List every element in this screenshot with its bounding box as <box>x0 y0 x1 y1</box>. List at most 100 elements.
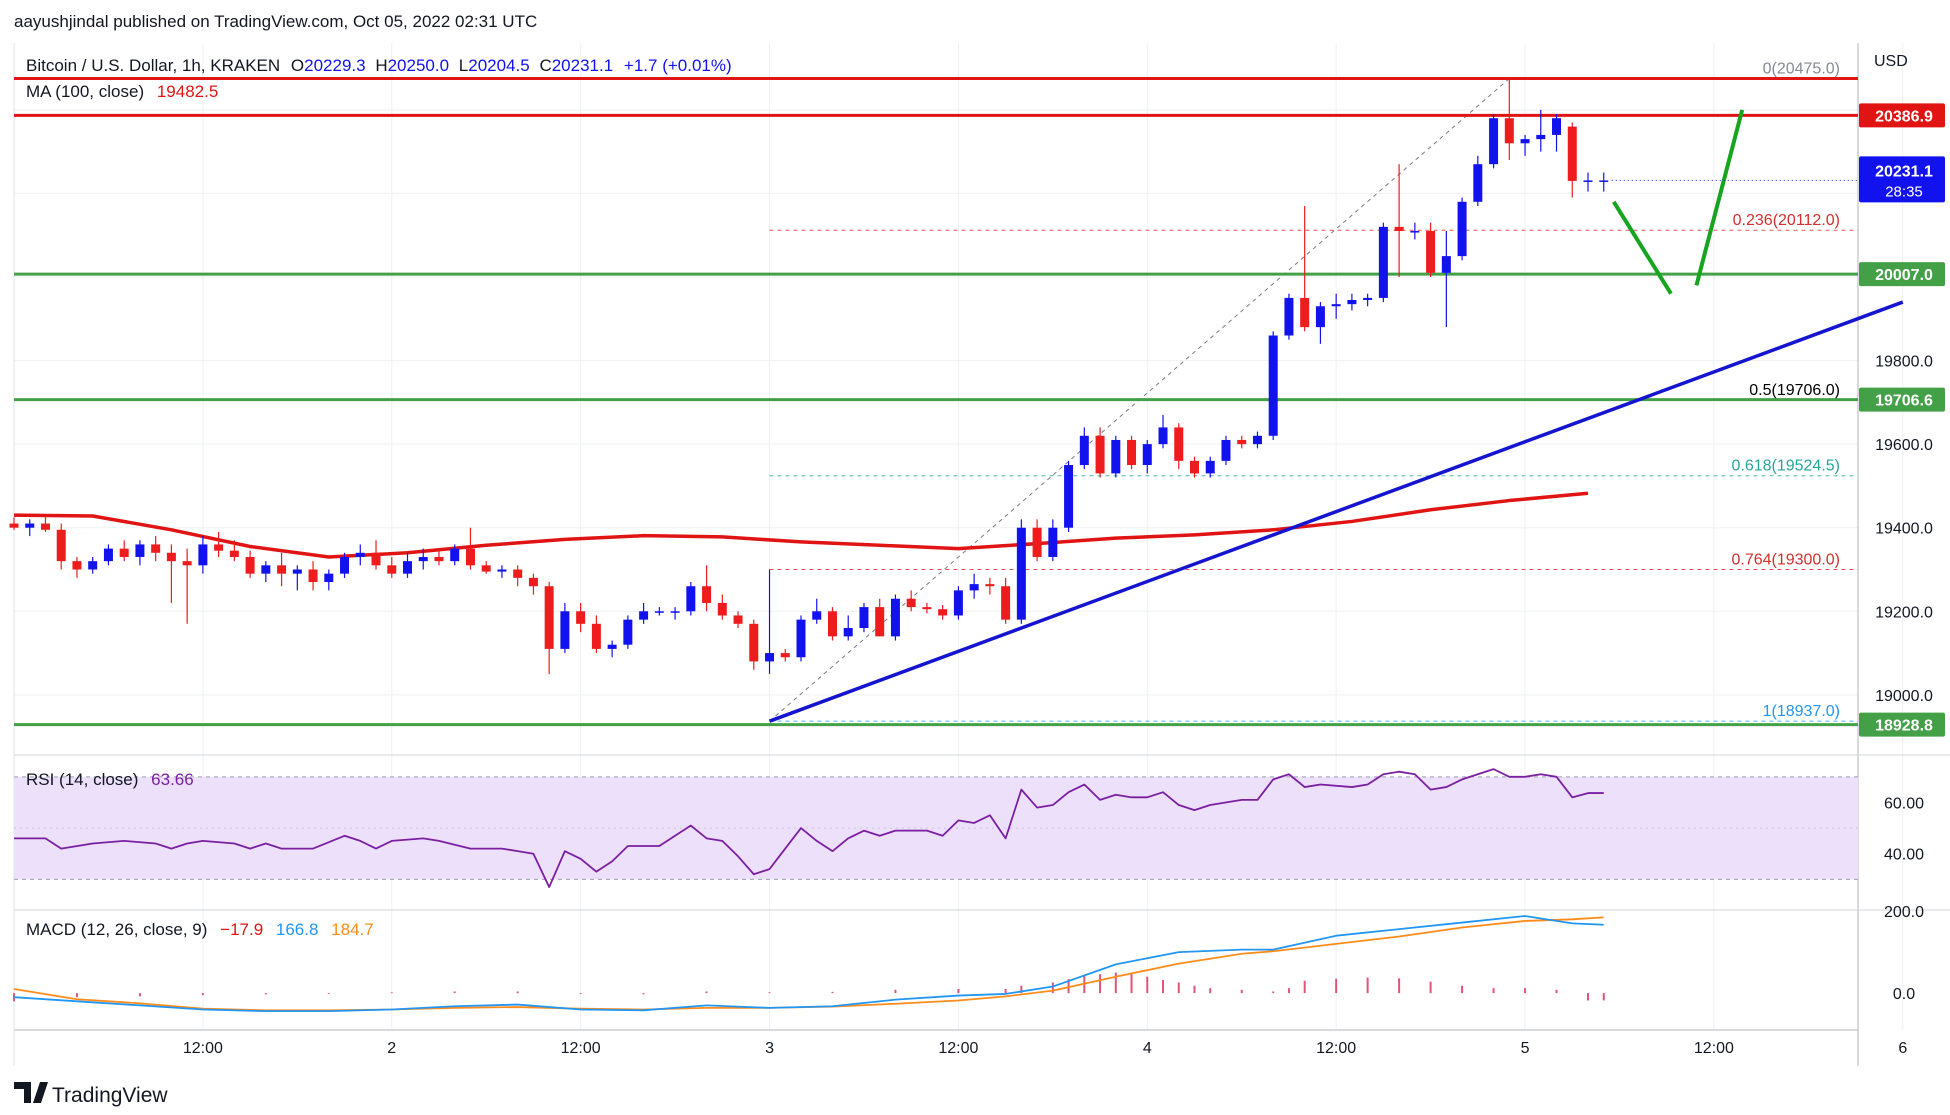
candle-body <box>119 548 129 557</box>
candle-timer: 28:35 <box>1885 183 1923 200</box>
candle-body <box>403 561 412 574</box>
time-tick-label: 12:00 <box>183 1040 223 1057</box>
candle-body <box>340 556 350 574</box>
macd-tick-label: 0.0 <box>1893 986 1915 1003</box>
candle-body <box>576 611 586 624</box>
svg-text:MACD (12, 26, close, 9): MACD (12, 26, close, 9) −17.9 166.8 184.… <box>26 920 374 939</box>
candle-body <box>72 561 82 570</box>
rsi-tick-label: 40.00 <box>1884 847 1924 864</box>
ohlc-low: 20204.5 <box>468 56 529 75</box>
candle-body <box>324 573 334 583</box>
candle-body <box>1205 460 1215 474</box>
candle-body <box>1190 460 1199 474</box>
fib-level-label: 0.5(19706.0) <box>1749 382 1840 399</box>
candle-body <box>1221 439 1231 461</box>
candle-body <box>103 548 113 562</box>
price-tick-label: 19200.0 <box>1875 604 1933 621</box>
time-tick-label: 2 <box>387 1040 396 1057</box>
candle-body <box>1064 465 1074 528</box>
candle-body <box>1284 297 1294 336</box>
candle-body <box>1520 139 1530 144</box>
candle-body <box>1331 304 1341 307</box>
candle-body <box>450 548 460 562</box>
candle-body <box>214 544 224 551</box>
candle-body <box>560 611 570 649</box>
time-tick-label: 6 <box>1898 1040 1907 1057</box>
fib-level-label: 0.618(19524.5) <box>1731 458 1840 475</box>
candle-body <box>1441 256 1451 273</box>
candle-body <box>1567 126 1577 181</box>
candle-body <box>827 611 837 637</box>
pane-borders <box>13 43 1950 1066</box>
price-tick-label: 19000.0 <box>1875 688 1933 705</box>
candle-body <box>1457 201 1467 257</box>
macd-line <box>13 915 1604 1013</box>
candle-body <box>639 611 649 620</box>
ohlc-close: 20231.1 <box>552 56 613 75</box>
candle-body <box>875 607 885 637</box>
candle-body <box>1426 231 1436 273</box>
rsi-label: RSI (14, close) <box>26 770 138 789</box>
candle-body <box>1237 439 1247 445</box>
rsi-tick-label: 60.00 <box>1884 795 1924 812</box>
signal-value: 184.7 <box>331 920 374 939</box>
resistance-badge: 20386.9 <box>1875 108 1933 125</box>
candle-body <box>544 586 554 649</box>
svg-text:Bitcoin / U.S. Dollar, 1h, KRA: Bitcoin / U.S. Dollar, 1h, KRAKEN O20229… <box>26 56 732 75</box>
candle-body <box>1583 180 1593 182</box>
candle-body <box>1552 118 1562 135</box>
candle-body <box>623 619 633 645</box>
candle-body <box>906 598 916 608</box>
rsi-pane: 40.00 60.00 <box>14 768 1924 888</box>
svg-text:MA (100, close) 19482.5: MA (100, close) 19482.5 <box>26 82 218 101</box>
macd-header: MACD (12, 26, close, 9) −17.9 166.8 184.… <box>26 920 374 939</box>
candle-body <box>465 548 475 566</box>
candle-body <box>1001 586 1011 620</box>
candle-body <box>1095 435 1105 474</box>
ohlc-change: +1.7 (+0.01%) <box>624 56 732 75</box>
candle-body <box>229 550 239 557</box>
candle-body <box>702 586 712 603</box>
candle-body <box>749 623 759 662</box>
candle-body <box>308 569 318 583</box>
current-price-badge: 20231.1 <box>1875 163 1933 180</box>
tradingview-brand: TradingView <box>52 1084 168 1107</box>
macd-tick-label: 200.0 <box>1884 904 1924 921</box>
time-tick-label: 5 <box>1521 1040 1530 1057</box>
time-tick-label: 12:00 <box>938 1040 978 1057</box>
fib-level-label: 1(18937.0) <box>1763 703 1840 720</box>
time-tick-label: 12:00 <box>1316 1040 1356 1057</box>
price-tick-label: 19800.0 <box>1875 354 1933 371</box>
candle-body <box>607 644 617 649</box>
candle-body <box>1158 427 1168 445</box>
candle-body <box>717 602 727 616</box>
ma-label: MA (100, close) <box>26 82 144 101</box>
fib-level-label: 0(20475.0) <box>1763 61 1840 78</box>
candle-body <box>434 556 444 562</box>
candle-body <box>765 653 775 662</box>
candle-body <box>277 565 287 574</box>
fib-level-label: 0.764(19300.0) <box>1731 552 1840 569</box>
current-price-badge-bg <box>1859 156 1945 203</box>
candle-body <box>88 561 98 570</box>
candle-body <box>733 615 743 624</box>
candle-body <box>1410 231 1420 233</box>
support-badge-bg <box>1859 387 1945 412</box>
svg-text:RSI (14, close) 63.66: RSI (14, close) 63.66 <box>26 770 194 789</box>
tradingview-logo[interactable]: TradingView <box>14 1082 168 1107</box>
candle-body <box>670 611 680 613</box>
candle-body <box>387 565 397 574</box>
candle-body <box>859 607 869 628</box>
candle-body <box>1315 306 1325 328</box>
symbol-title: Bitcoin / U.S. Dollar, 1h, KRAKEN <box>26 56 280 75</box>
ohlc-o-key: O <box>291 56 304 75</box>
candle-body <box>985 584 995 587</box>
candle-body <box>1536 134 1546 140</box>
candle-body <box>135 544 145 557</box>
support-badge: 18928.8 <box>1875 718 1933 735</box>
time-tick-label: 3 <box>765 1040 774 1057</box>
rsi-value: 63.66 <box>151 770 194 789</box>
projection-up-line <box>1694 109 1745 286</box>
